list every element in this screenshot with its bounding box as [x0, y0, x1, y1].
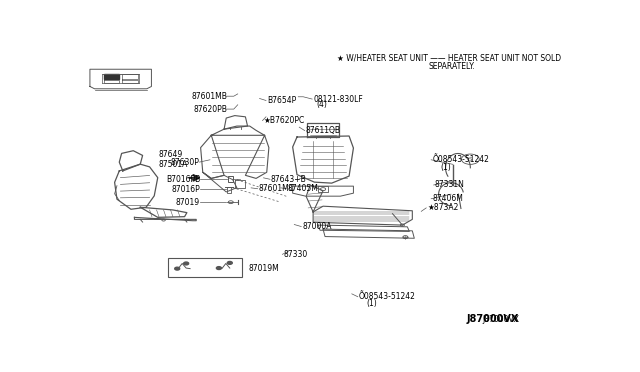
- Text: 87630P: 87630P: [170, 158, 199, 167]
- Text: 87601MB: 87601MB: [192, 92, 228, 101]
- Bar: [228, 176, 233, 182]
- Text: S: S: [468, 157, 472, 162]
- Text: ★B7620PC: ★B7620PC: [264, 116, 305, 125]
- Text: 87649: 87649: [158, 150, 182, 158]
- Circle shape: [175, 267, 180, 270]
- Text: 87405M: 87405M: [287, 184, 318, 193]
- Text: 87016P: 87016P: [172, 185, 200, 194]
- Text: 87611QB: 87611QB: [306, 126, 340, 135]
- Bar: [168, 258, 242, 277]
- Text: (1): (1): [367, 299, 378, 308]
- Text: Õ08543-51242: Õ08543-51242: [432, 155, 489, 164]
- Text: 87601MC: 87601MC: [259, 184, 294, 193]
- Text: 87019: 87019: [176, 198, 200, 207]
- Text: 87000A: 87000A: [302, 222, 332, 231]
- Text: (4): (4): [317, 100, 328, 109]
- Circle shape: [216, 267, 221, 269]
- Text: 87501A: 87501A: [158, 160, 188, 169]
- Bar: [227, 187, 231, 193]
- Circle shape: [184, 262, 189, 265]
- Text: J87000VX: J87000VX: [482, 315, 519, 324]
- Polygon shape: [104, 74, 119, 79]
- Text: 87406M: 87406M: [432, 194, 463, 203]
- Circle shape: [227, 262, 232, 264]
- Text: (1): (1): [440, 163, 451, 172]
- Text: 87019M: 87019M: [249, 264, 280, 273]
- Text: ★ W/HEATER SEAT UNIT —— HEATER SEAT UNIT NOT SOLD: ★ W/HEATER SEAT UNIT —— HEATER SEAT UNIT…: [337, 54, 561, 63]
- Text: 87331N: 87331N: [435, 180, 465, 189]
- Text: 87330: 87330: [284, 250, 308, 259]
- Text: 87620PB: 87620PB: [194, 105, 228, 113]
- Text: B7016PB: B7016PB: [166, 175, 200, 184]
- Text: ★873A2: ★873A2: [428, 203, 459, 212]
- Text: J87000VX: J87000VX: [467, 314, 519, 324]
- Text: Õ08543-51242: Õ08543-51242: [359, 292, 415, 301]
- Text: B7654P: B7654P: [268, 96, 297, 105]
- Text: 08121-830LF: 08121-830LF: [313, 94, 363, 103]
- Text: 87643+B: 87643+B: [271, 175, 307, 184]
- Text: SEPARATELY.: SEPARATELY.: [429, 62, 476, 71]
